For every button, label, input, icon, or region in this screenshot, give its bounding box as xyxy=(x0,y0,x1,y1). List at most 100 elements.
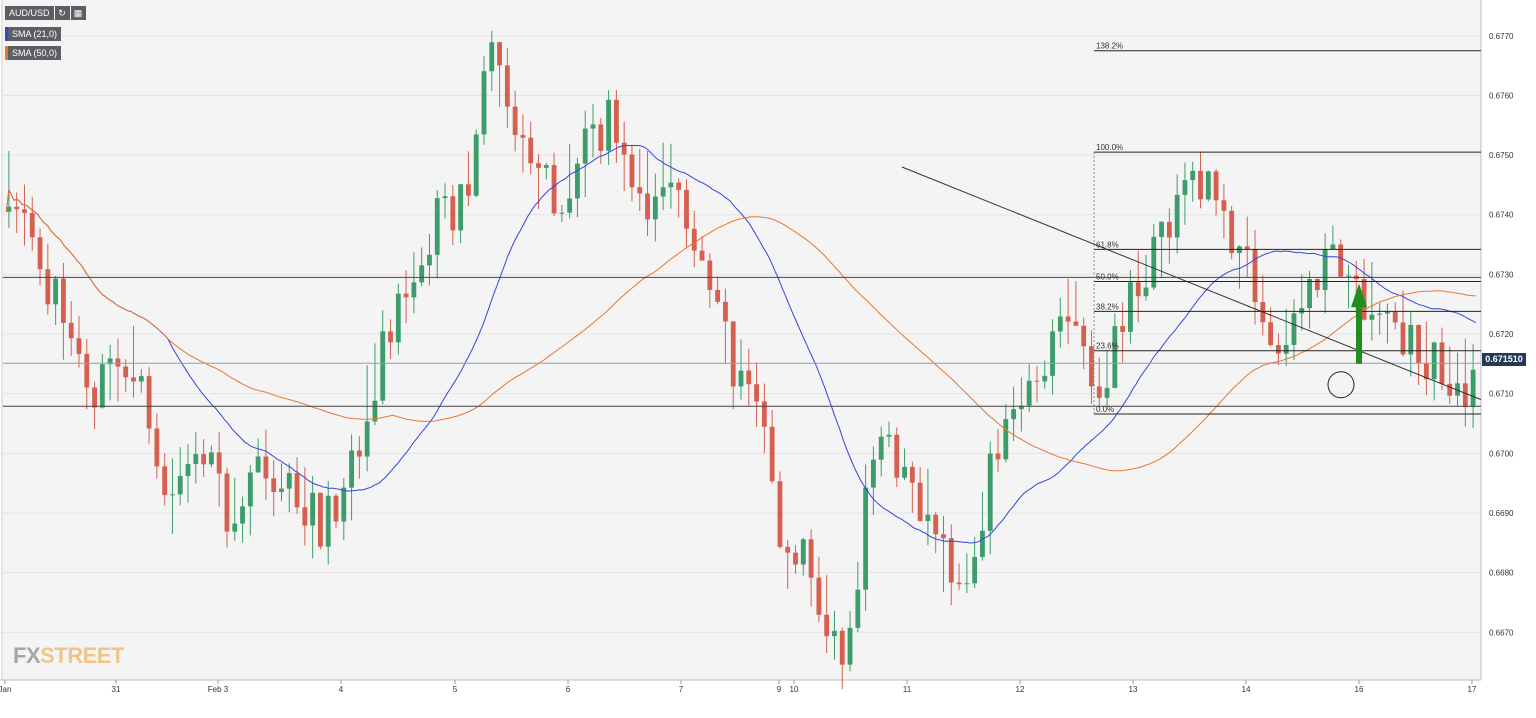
candle-body xyxy=(1447,383,1453,396)
candle-body xyxy=(590,124,596,129)
candle-body xyxy=(247,472,253,507)
candle-body xyxy=(995,453,1001,460)
candle-body xyxy=(427,254,432,266)
x-tick-label: 12 xyxy=(1016,685,1025,694)
fxstreet-logo: FXSTREET xyxy=(13,643,124,668)
candle-body xyxy=(310,492,316,526)
candle-body xyxy=(279,488,284,492)
candle-body xyxy=(489,42,495,72)
candle-body xyxy=(349,450,354,488)
fib-level-label: 38.2% xyxy=(1096,302,1119,311)
candle-body xyxy=(1385,311,1390,314)
candle-body xyxy=(6,206,12,212)
candle-body xyxy=(131,377,136,382)
candle-body xyxy=(855,589,861,628)
x-tick-label: 16 xyxy=(1355,685,1364,694)
refresh-icon[interactable]: ↻ xyxy=(54,6,70,20)
y-tick-label: 0.6760 xyxy=(1489,91,1514,100)
x-tick-label: 5 xyxy=(453,685,458,694)
candle-body xyxy=(419,265,425,283)
candle-body xyxy=(598,124,604,151)
candle-body xyxy=(193,454,199,465)
candle-body xyxy=(1416,324,1422,364)
sma50-line xyxy=(5,187,1476,472)
candle-body xyxy=(863,487,869,590)
candle-body xyxy=(668,182,674,188)
circle-annotation xyxy=(1327,371,1355,399)
x-tick-label: 11 xyxy=(903,685,912,694)
candle-body xyxy=(1229,210,1235,253)
candle-body xyxy=(785,546,791,553)
candle-body xyxy=(793,552,798,565)
candle-body xyxy=(769,426,775,482)
candle-body xyxy=(1182,180,1188,195)
x-tick-label: 13 xyxy=(1129,685,1138,694)
candle-body xyxy=(847,627,853,665)
fib-level-label: 100.0% xyxy=(1096,143,1123,152)
candle-body xyxy=(240,506,245,524)
candle-body xyxy=(1423,363,1429,380)
candle-body xyxy=(146,376,152,429)
sma50-legend[interactable]: SMA (50,0) xyxy=(5,46,62,60)
candle-body xyxy=(53,278,59,305)
candle-body xyxy=(1268,322,1274,346)
trendline xyxy=(901,166,1482,401)
symbol-toolbar: AUD/USD ↻ ▦ xyxy=(5,6,86,20)
candle-body xyxy=(403,293,409,298)
candle-body xyxy=(1455,383,1460,396)
candle-body xyxy=(1244,246,1250,250)
candle-body xyxy=(715,289,721,302)
candle-body xyxy=(832,630,837,637)
candle-body xyxy=(1338,244,1344,277)
x-tick-label: 10 xyxy=(790,685,799,694)
candle-body xyxy=(255,456,261,473)
fib-level-label: 61.8% xyxy=(1096,240,1119,249)
sma21-label[interactable]: SMA (21,0) xyxy=(8,27,62,41)
candle-body xyxy=(824,614,830,637)
candle-body xyxy=(1120,326,1126,332)
candle-body xyxy=(1408,324,1414,355)
candle-body xyxy=(1104,387,1110,398)
candle-body xyxy=(356,450,362,457)
candle-body xyxy=(434,198,440,255)
candle-body xyxy=(372,400,378,422)
candle-body xyxy=(738,370,744,387)
candle-body xyxy=(1026,380,1032,406)
candle-body xyxy=(1322,249,1328,291)
candle-body xyxy=(1112,326,1118,388)
candle-body xyxy=(536,163,541,168)
x-tick-label: 9 xyxy=(777,685,782,694)
candle-body xyxy=(442,196,448,199)
candle-body xyxy=(987,453,993,531)
calendar-icon[interactable]: ▦ xyxy=(70,6,86,20)
candle-body xyxy=(800,539,806,565)
candle-body xyxy=(567,198,573,213)
y-tick-label: 0.6730 xyxy=(1489,270,1514,279)
candle-body xyxy=(170,494,175,496)
candle-body xyxy=(933,514,939,535)
sma21-legend[interactable]: SMA (21,0) xyxy=(5,27,62,41)
candle-body xyxy=(185,464,191,476)
candle-body xyxy=(154,428,160,467)
candle-body xyxy=(497,42,502,66)
y-tick-label: 0.6700 xyxy=(1489,449,1514,458)
x-tick-label: 6 xyxy=(566,685,571,694)
candle-body xyxy=(1213,171,1219,201)
candle-body xyxy=(473,134,479,196)
candle-body xyxy=(333,495,339,522)
sma50-label[interactable]: SMA (50,0) xyxy=(8,46,62,60)
candle-body xyxy=(271,478,277,492)
candle-body xyxy=(138,376,144,382)
symbol-label[interactable]: AUD/USD xyxy=(5,6,54,20)
x-tick-label: Feb 3 xyxy=(208,685,229,694)
candle-body xyxy=(1073,321,1079,326)
candle-body xyxy=(263,456,269,479)
y-tick-label: 0.6740 xyxy=(1489,211,1514,220)
candle-body xyxy=(1330,244,1336,250)
candle-body xyxy=(559,212,565,214)
candle-body xyxy=(870,459,876,488)
candle-body xyxy=(1369,314,1375,320)
candle-body xyxy=(208,452,214,465)
candle-body xyxy=(878,436,884,460)
